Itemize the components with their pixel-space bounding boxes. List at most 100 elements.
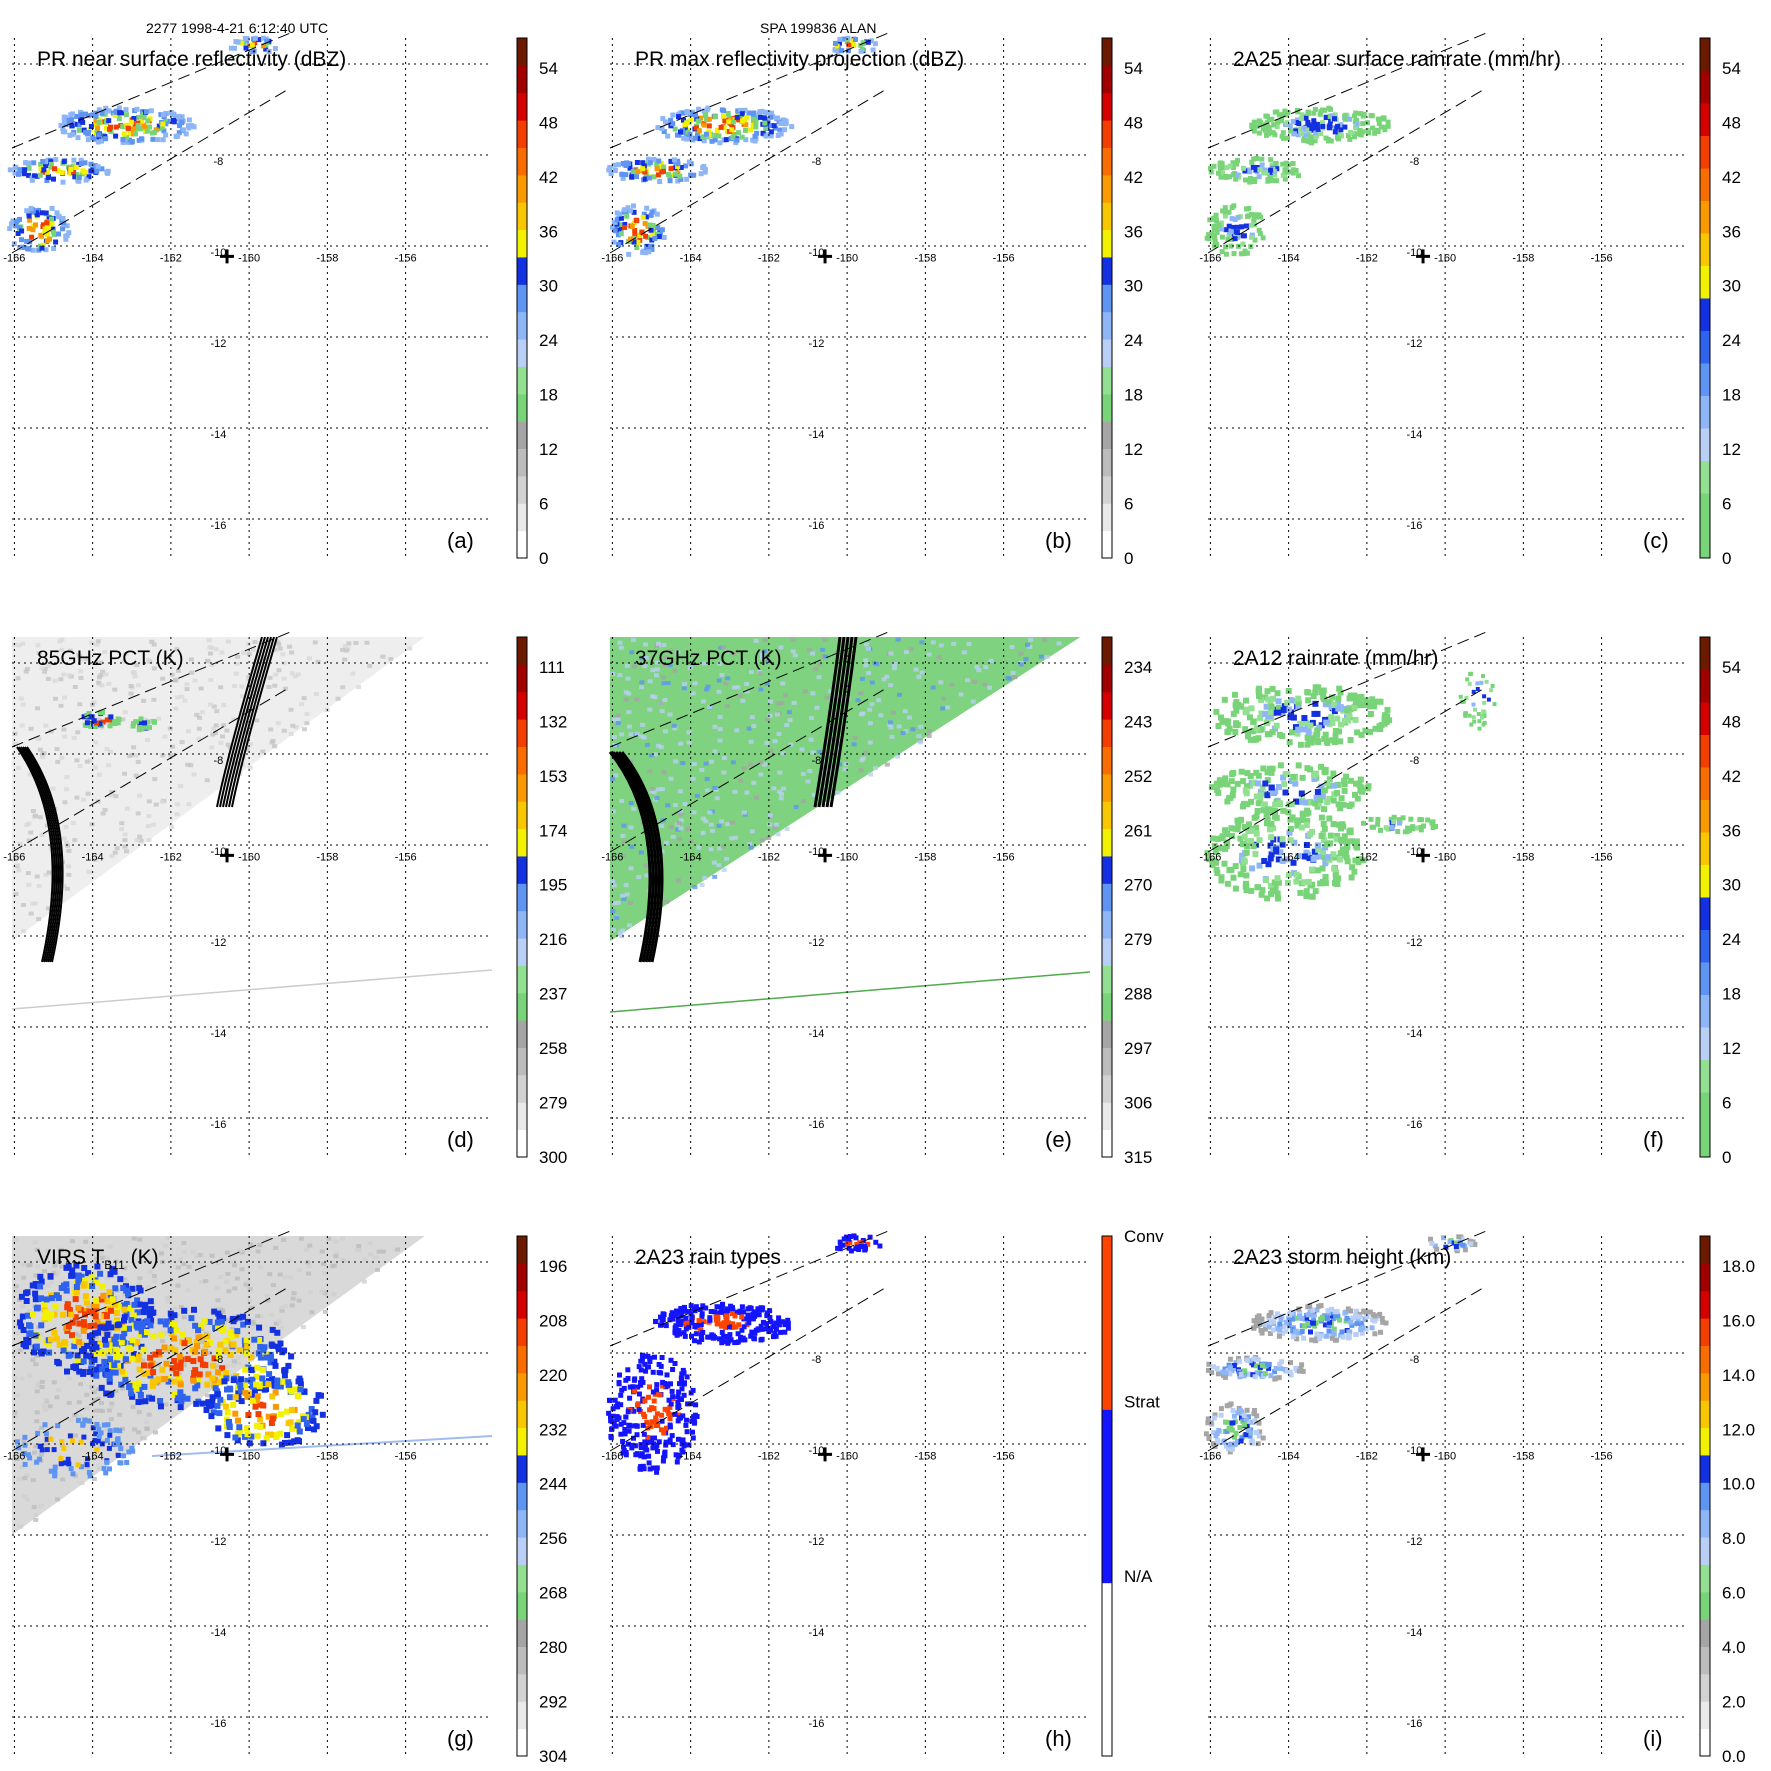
rain-cell [1234,826,1241,833]
texture-cell [672,668,678,673]
rain-cell [205,1399,212,1406]
rain-cell [171,1392,178,1398]
texture-cell [340,1258,346,1263]
colorbar-segment [517,202,527,231]
rain-cell [648,212,654,218]
rain-cell [116,717,122,723]
rain-cell [716,1336,722,1342]
texture-cell [257,1243,263,1248]
colorbar-segment [1102,147,1112,176]
rain-cell [81,1265,88,1271]
texture-cell [115,1295,121,1300]
lon-tick-label: -164 [680,852,702,864]
texture-cell [888,725,894,730]
texture-cell [690,691,696,696]
rain-cell [647,1422,653,1428]
rain-cell [23,1343,29,1350]
rain-cell [639,229,645,235]
rain-cell [133,719,139,725]
rain-cell [70,131,76,137]
rain-cell [618,1402,624,1408]
rain-cell [69,123,75,129]
texture-cell [867,721,873,726]
rain-cell [1266,117,1272,123]
rain-cell [634,1423,640,1429]
rain-cell [771,1334,776,1340]
rain-cell [1324,780,1331,786]
rain-cell [1262,167,1268,173]
rain-cell [113,109,119,115]
texture-cell [765,717,771,722]
texture-cell [93,1408,99,1413]
rain-cell [1320,694,1327,701]
texture-cell [744,689,750,694]
rain-cell [1479,680,1484,685]
texture-cell [36,884,42,889]
rain-cell [1476,712,1481,716]
rain-cell [196,1371,203,1378]
rain-cell [1222,205,1228,211]
rain-cell [626,1422,632,1428]
rain-cell [305,1425,311,1431]
texture-cell [168,753,174,758]
texture-cell [315,659,321,664]
rain-cell [28,205,34,211]
texture-cell [186,802,192,807]
colorbar-frame [516,1235,528,1757]
texture-cell [644,742,650,747]
rain-cell [1294,120,1300,125]
texture-cell [109,790,115,795]
rain-cell [736,130,741,136]
rain-cell [666,1397,672,1403]
rain-cell [112,719,117,725]
texture-cell [662,663,668,668]
rain-cell [631,220,637,226]
rain-cell [654,1382,660,1388]
texture-cell [903,729,909,734]
rain-cell [1260,765,1267,772]
colorbar-segment [1102,202,1112,231]
rain-cell [1268,703,1275,710]
rain-cell [69,1267,76,1274]
rain-cell [1218,877,1225,884]
rain-cell [203,1341,210,1348]
rain-cell [746,1320,752,1326]
rain-cell [650,1369,656,1375]
colorbar-frame [516,37,528,559]
texture-cell [159,799,165,804]
rain-cell [1286,829,1293,836]
texture-cell [641,735,647,740]
texture-cell [100,1256,106,1260]
rain-cell [201,1318,208,1325]
texture-cell [876,698,882,703]
texture-cell [313,692,319,697]
rain-cell [142,1302,149,1309]
rain-cell [638,1442,644,1448]
rain-cell [224,1409,231,1416]
colorbar-segment [517,992,527,1021]
rain-cell [1281,703,1288,710]
rain-cell [1228,778,1235,785]
rain-cell [638,1453,644,1459]
rain-cell [248,1433,255,1440]
texture-cell [949,682,955,687]
rain-cell [658,1314,663,1320]
texture-cell [283,1274,289,1279]
rain-cell [771,123,777,129]
rain-cell [860,40,866,46]
rain-cell [158,1403,164,1410]
texture-cell [175,802,181,807]
texture-cell [89,640,95,645]
swath-fill [610,637,1081,942]
rain-cell [662,1449,668,1455]
rain-cell [1272,788,1279,795]
contour-arc [225,636,272,808]
rain-cell [79,112,85,118]
rain-cell [661,1430,667,1436]
rain-cell [834,43,840,49]
rain-cell [1279,836,1286,843]
rain-cell [17,245,23,251]
storm-center-marker [220,1447,235,1462]
texture-cell [15,676,21,681]
texture-cell [621,896,627,901]
